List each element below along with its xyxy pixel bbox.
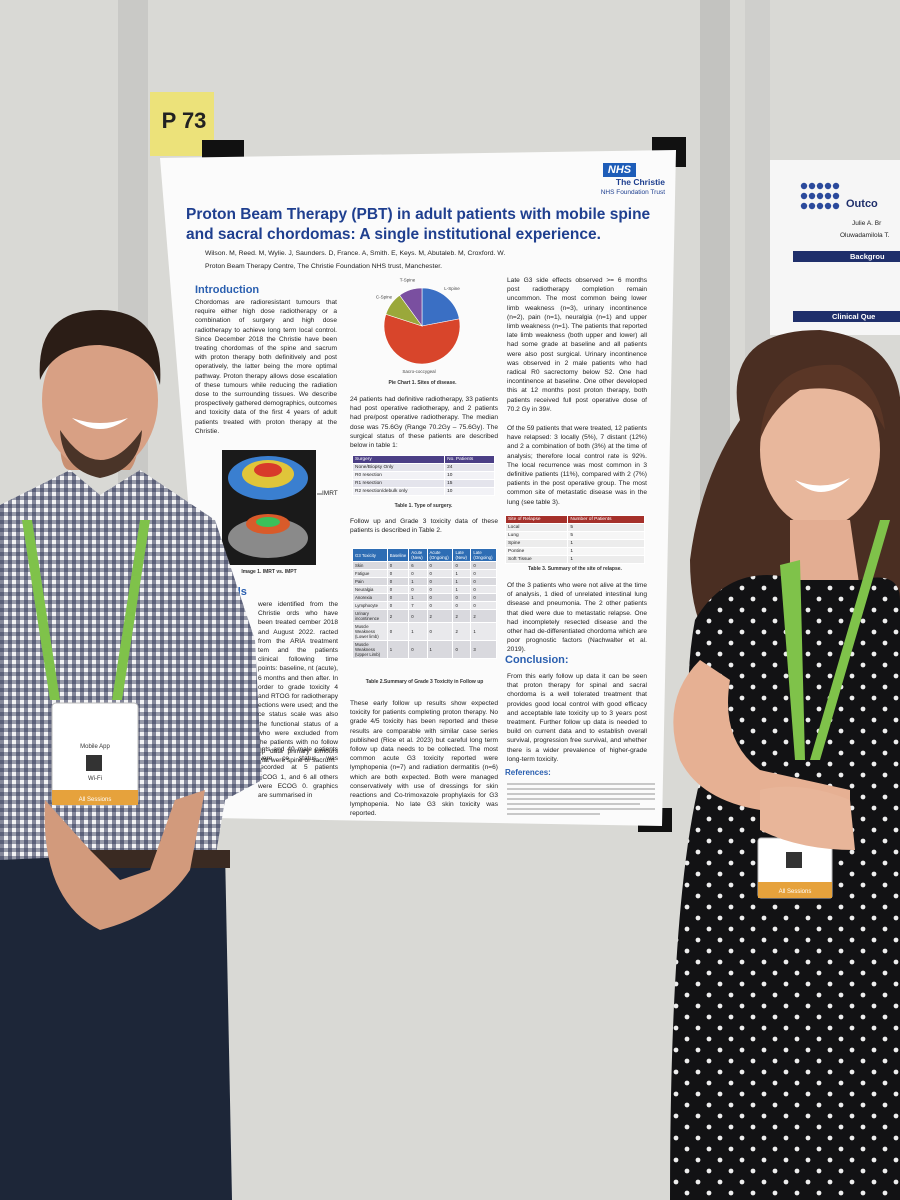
results-text: Of the 3 patients who were not alive at …	[507, 582, 647, 654]
pie-label: C-Spine	[376, 294, 393, 299]
table-cell: R2 resection/debulk only	[351, 487, 446, 496]
neighbor-heading: Backgrou	[850, 252, 885, 261]
table-cell: Late (Ongoing)	[470, 548, 497, 562]
pie-label: L-Spine	[444, 286, 460, 291]
dose-map	[254, 463, 282, 477]
image-label: IMRT	[322, 490, 338, 497]
badge-label: Mobile App	[80, 744, 110, 750]
methods-text: were identified from the Christie ords w…	[258, 601, 338, 765]
affiliation: Proton Beam Therapy Centre, The Christie…	[205, 263, 442, 270]
table-row: Soft Tissue 1	[504, 555, 645, 564]
pie-slice	[421, 287, 460, 327]
table-row: Muscle Weakness (Upper Limb) 1 0 1 0 3	[352, 640, 497, 659]
table: Site of Relapse Number of Patients Local 5 L…	[504, 515, 645, 564]
table: Surgery No. Patients None/Biopsy Only 24 R0 …	[351, 455, 495, 496]
badge-label: All Sessions	[79, 797, 112, 803]
neighbor-authors: Oluwadamilola T.	[840, 232, 890, 239]
table-cell: 0	[408, 640, 428, 659]
authors: Wilson. M, Reed. M, Wylie. J, Saunders. …	[205, 250, 506, 257]
neighbor-poster	[770, 160, 900, 335]
badge-label: Wi-Fi	[88, 776, 102, 782]
table-row: Pain 0 1 0 1 0	[352, 577, 497, 586]
pie-label: T-Spine	[400, 277, 416, 282]
man	[0, 310, 262, 1200]
poster-title: Proton Beam Therapy (PBT) in adult patie…	[186, 206, 651, 243]
dose-map	[256, 517, 280, 527]
results-text: 24 patients had definitive radiotherapy,…	[350, 396, 498, 450]
org-name: The Christie	[615, 177, 665, 187]
woman	[670, 330, 900, 1200]
table-cell: 10	[444, 487, 495, 496]
neighbor-heading-bar	[793, 311, 900, 322]
neighbor-heading-bar	[793, 251, 900, 262]
section-heading: References:	[505, 768, 551, 777]
table-cell: 2	[452, 609, 472, 623]
table-cell: Acute (New)	[408, 548, 428, 562]
results-text: Of the 59 patients that were treated, 12…	[507, 425, 647, 506]
table-cell: Soft Tissue	[504, 555, 569, 564]
table-cell: 0	[386, 622, 410, 641]
trust-name: NHS Foundation Trust	[600, 189, 665, 196]
table-row: R2 resection/debulk only 10	[351, 487, 495, 496]
table-cell: 3	[470, 640, 497, 659]
methods-text: ents and 40 male patients were ce status…	[258, 746, 338, 800]
table-cell: 2	[386, 609, 410, 623]
neighbor-heading: Clinical Que	[832, 312, 876, 321]
table-caption: Table 3. Summary of the site of relapse.	[528, 566, 622, 572]
table-row: Neuralgia 0 0 0 1 0	[352, 585, 497, 594]
results-text: Late G3 side effects observed >= 6 month…	[507, 277, 647, 413]
table-cell: Acute (Ongoing)	[426, 548, 454, 562]
table-cell: 1	[386, 640, 410, 659]
table-cell: 0	[408, 609, 428, 623]
table-row: Urinary incontinence 2 0 2 2 2	[352, 609, 497, 623]
table-caption: Table 2.Summary of Grade 3 Toxicity in F…	[365, 679, 484, 685]
neighbor-logo	[800, 182, 840, 210]
section-heading: Introduction	[195, 284, 260, 296]
pie-label: Sacro-coccygeal	[402, 369, 435, 374]
nhs-logo: NHS	[607, 164, 632, 176]
badge-text: Mobile App Wi-Fi All Sessions All Sessions	[79, 744, 812, 895]
table-cell: 1	[426, 640, 454, 659]
neighbor-title: Outco	[846, 198, 878, 210]
table-cell: Muscle Weakness (Upper Limb)	[352, 640, 388, 659]
neighbor-authors: Julie A. Br	[852, 220, 882, 227]
board-label: P 73	[161, 108, 207, 133]
table-cell: 2	[470, 609, 497, 623]
conclusion-text: From this early follow up data it can be…	[507, 673, 647, 763]
table-cell: 2	[452, 622, 472, 641]
table-cell: 0	[452, 640, 472, 659]
table: G3 Toxicity Baseline Acute (New) Acute (Ong…	[352, 548, 497, 659]
discussion-text: These early follow up results show expec…	[350, 700, 498, 818]
section-heading: Conclusion:	[505, 654, 569, 666]
pie-slice	[383, 313, 461, 365]
results-text: Follow up and Grade 3 toxicity data of t…	[350, 518, 498, 535]
nhs-logo-box	[603, 163, 636, 177]
image-caption: Image 1. IMRT vs. IMPT	[241, 569, 297, 575]
badge-label: All Sessions	[779, 889, 812, 895]
pie-chart: L-Spine Sacro-coccygeal C-Spine T-Spine	[376, 277, 461, 374]
intro-text: Chordomas are radioresistant tumours tha…	[195, 299, 337, 435]
table-cell: 1	[567, 555, 645, 564]
reference-lines	[507, 783, 655, 815]
table-caption: Table 1. Type of surgery.	[394, 503, 453, 509]
pie-caption: Pie Chart 1. Sites of disease.	[388, 380, 457, 386]
table-row: Anorexia 0 1 0 0 0	[352, 593, 497, 602]
pie-slice	[399, 287, 423, 327]
table-cell: 2	[426, 609, 454, 623]
